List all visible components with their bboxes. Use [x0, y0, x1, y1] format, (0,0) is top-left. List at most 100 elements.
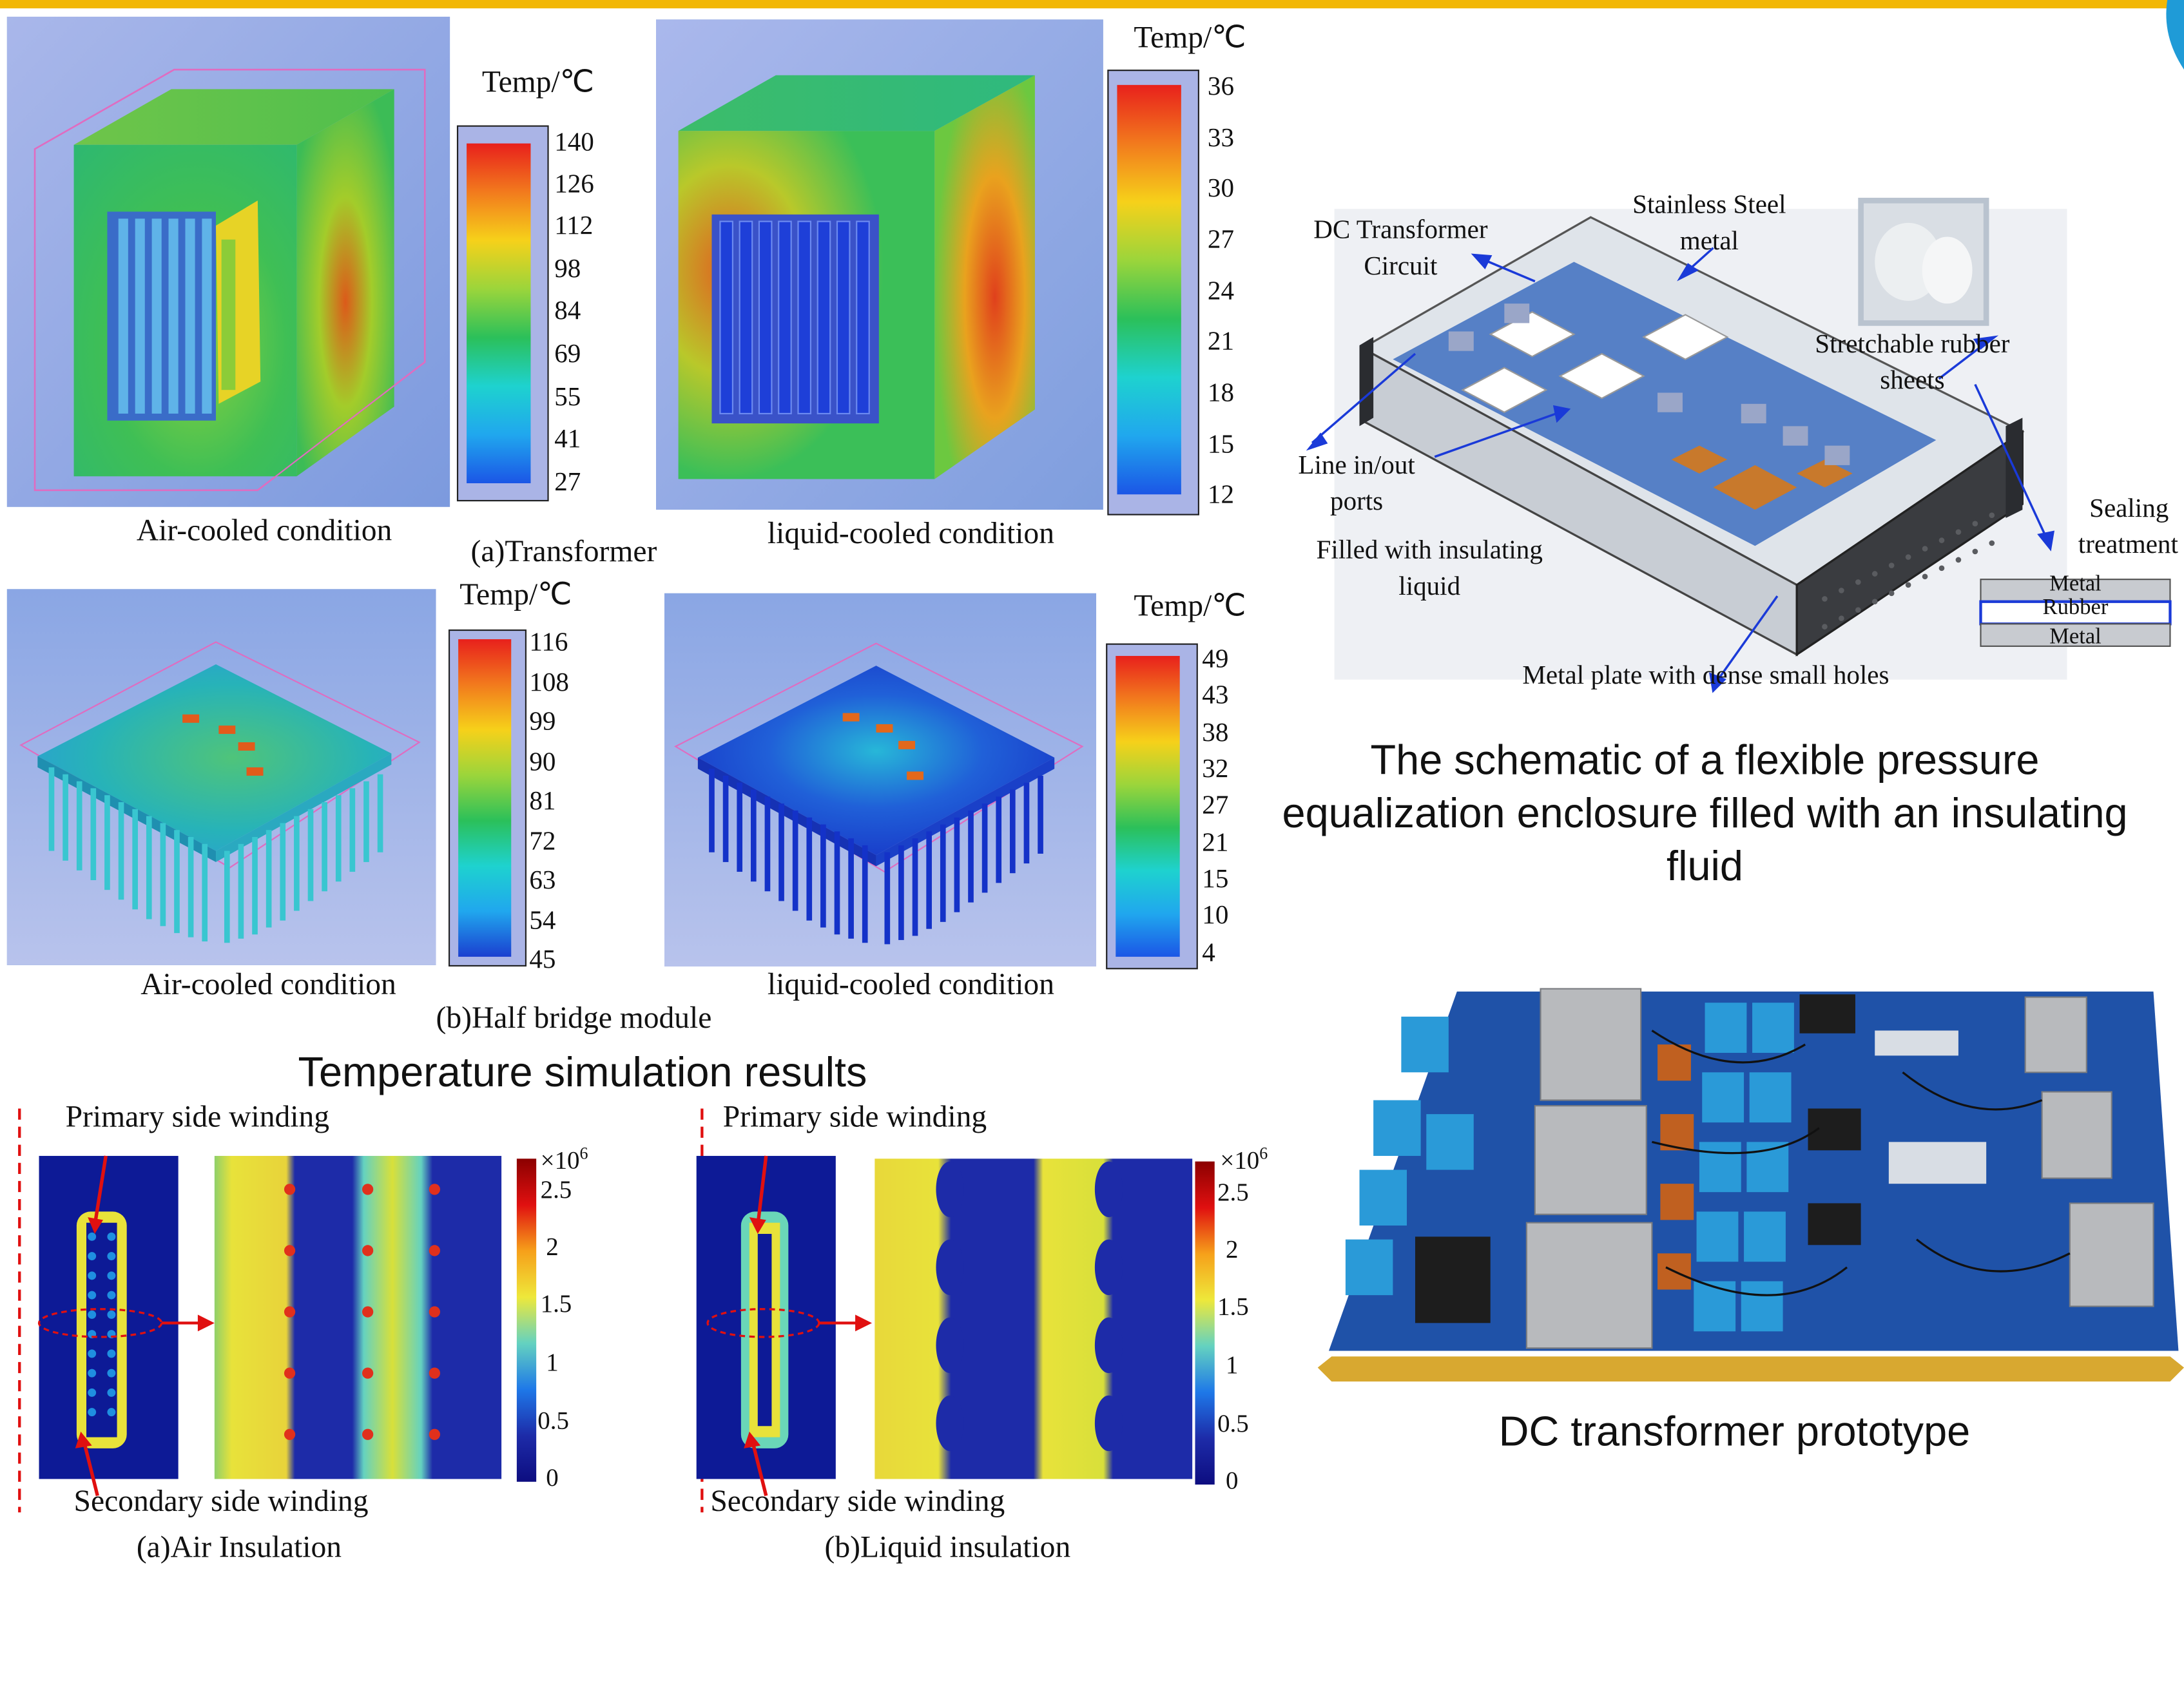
tick-label: 15 — [1207, 430, 1235, 460]
tick-label: 81 — [529, 787, 556, 816]
halfbridge-colorbar-2 — [1106, 643, 1198, 970]
tick-label: 1 — [546, 1348, 559, 1376]
label-metal-plate: Metal plate with dense small holes — [1522, 661, 1889, 691]
tick-label: 55 — [554, 383, 581, 412]
exp-power: 6 — [579, 1143, 588, 1163]
air-field-colorbar — [516, 1158, 537, 1482]
tick-label: 15 — [1202, 865, 1229, 894]
label-filled-liquid: Filled with insulating liquid — [1317, 534, 1543, 606]
tick-label: 32 — [1202, 755, 1229, 784]
tick-label: 27 — [554, 468, 581, 497]
caption-line: equalization enclosure filled with an in… — [1282, 791, 2128, 838]
tick-label: 1 — [1226, 1351, 1239, 1379]
line: metal — [1679, 227, 1739, 256]
tick-label: 36 — [1207, 72, 1235, 102]
label-line-ports: Line in/out ports — [1298, 448, 1415, 521]
layer-metal-bottom: Metal — [2049, 625, 2102, 649]
tick-label: 27 — [1207, 226, 1235, 255]
air-cb-exponent: ×106 — [541, 1145, 588, 1173]
enclosure-caption: The schematic of a flexible pressure equ… — [1248, 735, 2162, 894]
line: treatment — [2078, 530, 2178, 560]
tick-label: 63 — [529, 866, 556, 896]
tick-label: 108 — [529, 668, 569, 698]
transformer-caption: (a)Transformer — [470, 533, 657, 568]
tick-label: 72 — [529, 827, 556, 857]
tick-label: 45 — [529, 945, 556, 975]
halfbridge-colorbar-1 — [448, 629, 527, 967]
enclosure-schematic — [1306, 197, 2172, 693]
tick-label: 18 — [1207, 378, 1235, 409]
air-secondary-label: Secondary side winding — [73, 1483, 369, 1518]
exp-base: ×10 — [540, 1146, 580, 1175]
line: liquid — [1398, 572, 1461, 602]
tick-label: 41 — [554, 425, 581, 454]
halfbridge-air-cooled-render — [6, 589, 436, 965]
label-stretchable-rubber: Stretchable rubber sheets — [1815, 327, 2009, 399]
tick-label: 0 — [1226, 1466, 1239, 1495]
transformer-colorbar-2 — [1107, 70, 1199, 515]
transformer-air-cooled-render — [6, 16, 450, 507]
tick-label: 2 — [546, 1232, 559, 1261]
tick-label: 1.5 — [540, 1289, 572, 1318]
exp-base: ×10 — [1220, 1146, 1260, 1175]
tick-label: 21 — [1202, 829, 1229, 858]
line: sheets — [1880, 366, 1945, 396]
tick-label: 54 — [529, 907, 556, 936]
tick-label: 21 — [1207, 327, 1235, 357]
tick-label: 0 — [546, 1463, 559, 1492]
halfbridge-cb1-title: Temp/℃ — [459, 576, 572, 611]
label-dc-transformer-circuit: DC Transformer Circuit — [1313, 213, 1487, 285]
exp-power: 6 — [1259, 1143, 1268, 1163]
line: Circuit — [1364, 252, 1438, 282]
tick-label: 112 — [554, 211, 594, 241]
line: ports — [1330, 487, 1384, 517]
line: Stretchable rubber — [1815, 330, 2010, 360]
transformer-colorbar-1 — [456, 125, 549, 502]
halfbridge-liquid-cooled-render — [664, 593, 1097, 967]
transformer-liquid-cooled-render — [656, 19, 1103, 510]
liquid-insulation-field-plots — [696, 1108, 1193, 1513]
tick-label: 140 — [554, 128, 594, 158]
transformer-air-label: Air-cooled condition — [136, 512, 392, 548]
halfbridge-cb2-title: Temp/℃ — [1134, 588, 1246, 623]
tick-label: 0.5 — [537, 1407, 569, 1435]
tick-label: 2.5 — [1217, 1178, 1249, 1206]
halfbridge-air-label: Air-cooled condition — [140, 966, 396, 1002]
layer-rubber: Rubber — [2042, 596, 2109, 620]
label-sealing-treatment: Sealing treatment — [2078, 492, 2178, 564]
line: Line in/out — [1298, 451, 1415, 481]
tick-label: 24 — [1207, 277, 1235, 307]
liquid-insulation-caption: (b)Liquid insulation — [824, 1529, 1071, 1564]
simulation-title: Temperature simulation results — [298, 1050, 867, 1097]
caption-line: fluid — [1667, 843, 1744, 890]
tick-label: 49 — [1202, 644, 1229, 675]
tick-label: 99 — [529, 707, 556, 737]
tick-label: 98 — [554, 255, 581, 284]
transformer-liquid-label: liquid-cooled condition — [767, 515, 1054, 550]
tick-label: 33 — [1207, 124, 1235, 153]
transformer-cb2-title: Temp/℃ — [1134, 19, 1246, 55]
liquid-field-colorbar — [1195, 1161, 1215, 1485]
tick-label: 43 — [1202, 680, 1229, 711]
line: Stainless Steel — [1632, 191, 1786, 220]
tick-label: 2.5 — [540, 1175, 572, 1204]
line: Sealing — [2089, 494, 2169, 524]
prototype-caption: DC transformer prototype — [1498, 1409, 1971, 1456]
air-primary-label: Primary side winding — [65, 1099, 330, 1134]
tick-label: 27 — [1202, 791, 1229, 821]
liquid-cb-exponent: ×106 — [1220, 1145, 1268, 1173]
tick-label: 126 — [554, 169, 594, 200]
tick-label: 10 — [1202, 901, 1229, 930]
tick-label: 30 — [1207, 174, 1235, 204]
tick-label: 116 — [529, 628, 568, 658]
tick-label: 69 — [554, 340, 581, 369]
air-insulation-field-plots — [18, 1108, 502, 1513]
liquid-secondary-label: Secondary side winding — [710, 1483, 1005, 1518]
tick-label: 90 — [529, 747, 556, 778]
halfbridge-caption: (b)Half bridge module — [436, 999, 712, 1035]
tick-label: 0.5 — [1217, 1409, 1249, 1437]
tick-label: 38 — [1202, 718, 1229, 748]
tick-label: 84 — [554, 296, 581, 326]
corner-accent-icon — [2166, 0, 2184, 70]
